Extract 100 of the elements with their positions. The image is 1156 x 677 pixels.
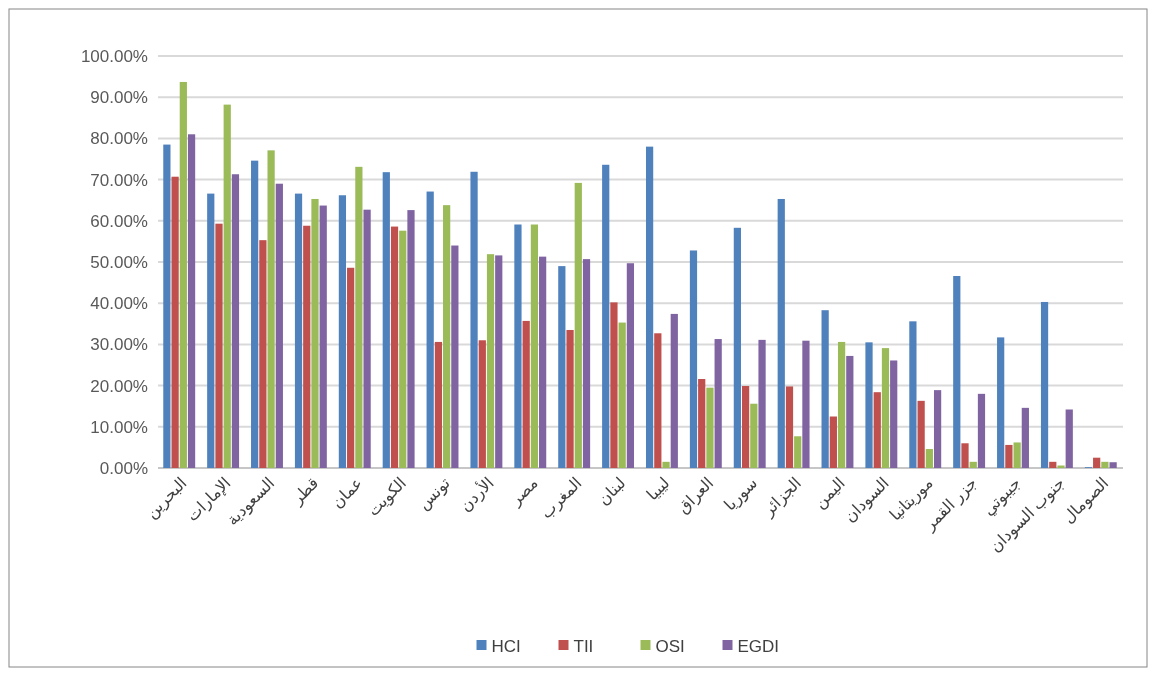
bar <box>267 150 275 468</box>
bar <box>890 360 898 468</box>
x-tick-label: لبنان <box>594 474 629 509</box>
bar <box>662 461 670 468</box>
bar <box>689 250 698 468</box>
bar <box>311 198 319 468</box>
bar <box>566 329 574 468</box>
bar <box>953 276 961 468</box>
legend-label: TII <box>573 636 594 656</box>
x-tick-label: اليمن <box>810 474 850 513</box>
bar <box>917 400 925 468</box>
bar <box>382 172 390 468</box>
bar <box>179 81 187 468</box>
bar <box>1021 407 1029 468</box>
bar <box>1049 461 1057 468</box>
bar <box>355 166 363 468</box>
y-tick-label: 40.00% <box>90 294 148 314</box>
y-tick-label: 10.00% <box>90 417 148 437</box>
bar <box>881 348 890 468</box>
bar <box>714 339 722 468</box>
bar <box>794 436 802 468</box>
bar <box>530 224 539 468</box>
bar <box>251 160 259 468</box>
x-tick-label: العراق <box>674 474 718 518</box>
bar <box>873 392 881 468</box>
bar <box>969 461 977 468</box>
legend-label: HCI <box>491 636 521 656</box>
bar <box>163 144 171 468</box>
bar <box>207 193 215 468</box>
bar <box>670 313 678 468</box>
bar <box>319 205 327 468</box>
bar <box>338 195 347 468</box>
bar <box>802 340 810 468</box>
bar <box>645 146 654 468</box>
bar <box>443 205 451 468</box>
bar <box>733 227 741 468</box>
bar <box>698 379 706 468</box>
bar <box>582 259 591 468</box>
y-tick-label: 100.00% <box>80 46 148 66</box>
bar <box>1005 444 1013 468</box>
x-tick-label: قطر <box>287 474 323 510</box>
y-tick-label: 30.00% <box>90 335 148 355</box>
bar <box>275 183 283 468</box>
y-tick-label: 70.00% <box>90 170 148 190</box>
bar <box>977 393 986 468</box>
bar <box>451 245 459 468</box>
bar <box>602 164 610 468</box>
bar <box>514 224 522 468</box>
bar <box>829 416 837 468</box>
bar <box>909 321 917 468</box>
bar <box>777 198 785 468</box>
bar <box>654 333 662 468</box>
bar <box>363 209 371 468</box>
y-tick-label: 50.00% <box>90 252 148 272</box>
bar <box>303 225 311 468</box>
bar <box>626 263 635 468</box>
bar <box>933 390 942 468</box>
bar <box>1101 461 1109 468</box>
bar <box>961 443 969 468</box>
bar <box>706 387 714 468</box>
bar <box>1109 462 1117 468</box>
bar <box>539 256 547 468</box>
bar <box>785 386 794 468</box>
bar <box>618 322 626 468</box>
bar <box>478 340 486 468</box>
bar <box>865 342 873 468</box>
bar <box>187 134 196 468</box>
bar <box>434 341 443 468</box>
x-tick-label: عمان <box>328 474 366 512</box>
bar <box>750 403 758 468</box>
legend-label: EGDI <box>737 636 780 656</box>
bar <box>522 320 530 468</box>
bar <box>215 223 223 468</box>
bar <box>1040 301 1049 468</box>
bar <box>741 386 750 468</box>
bar <box>294 193 303 468</box>
bar <box>997 337 1005 468</box>
bar <box>1013 442 1021 468</box>
x-tick-label: تونس <box>414 474 455 515</box>
y-tick-label: 80.00% <box>90 129 148 149</box>
legend-label: OSI <box>655 636 685 656</box>
bar <box>486 254 495 468</box>
bar <box>407 210 415 468</box>
bar <box>837 341 846 468</box>
bar <box>610 302 618 468</box>
bar <box>259 240 267 468</box>
bar <box>1065 409 1073 468</box>
bar <box>426 191 434 468</box>
bar <box>1093 457 1101 468</box>
bar <box>846 355 854 468</box>
bar <box>558 266 566 468</box>
bar <box>347 267 355 468</box>
bar <box>470 171 478 468</box>
x-tick-label: الأردن <box>455 472 499 516</box>
bar <box>223 104 231 468</box>
bar <box>758 339 766 468</box>
bar <box>574 182 582 468</box>
bar <box>821 310 829 468</box>
y-tick-label: 20.00% <box>90 376 148 396</box>
bar <box>231 174 240 468</box>
